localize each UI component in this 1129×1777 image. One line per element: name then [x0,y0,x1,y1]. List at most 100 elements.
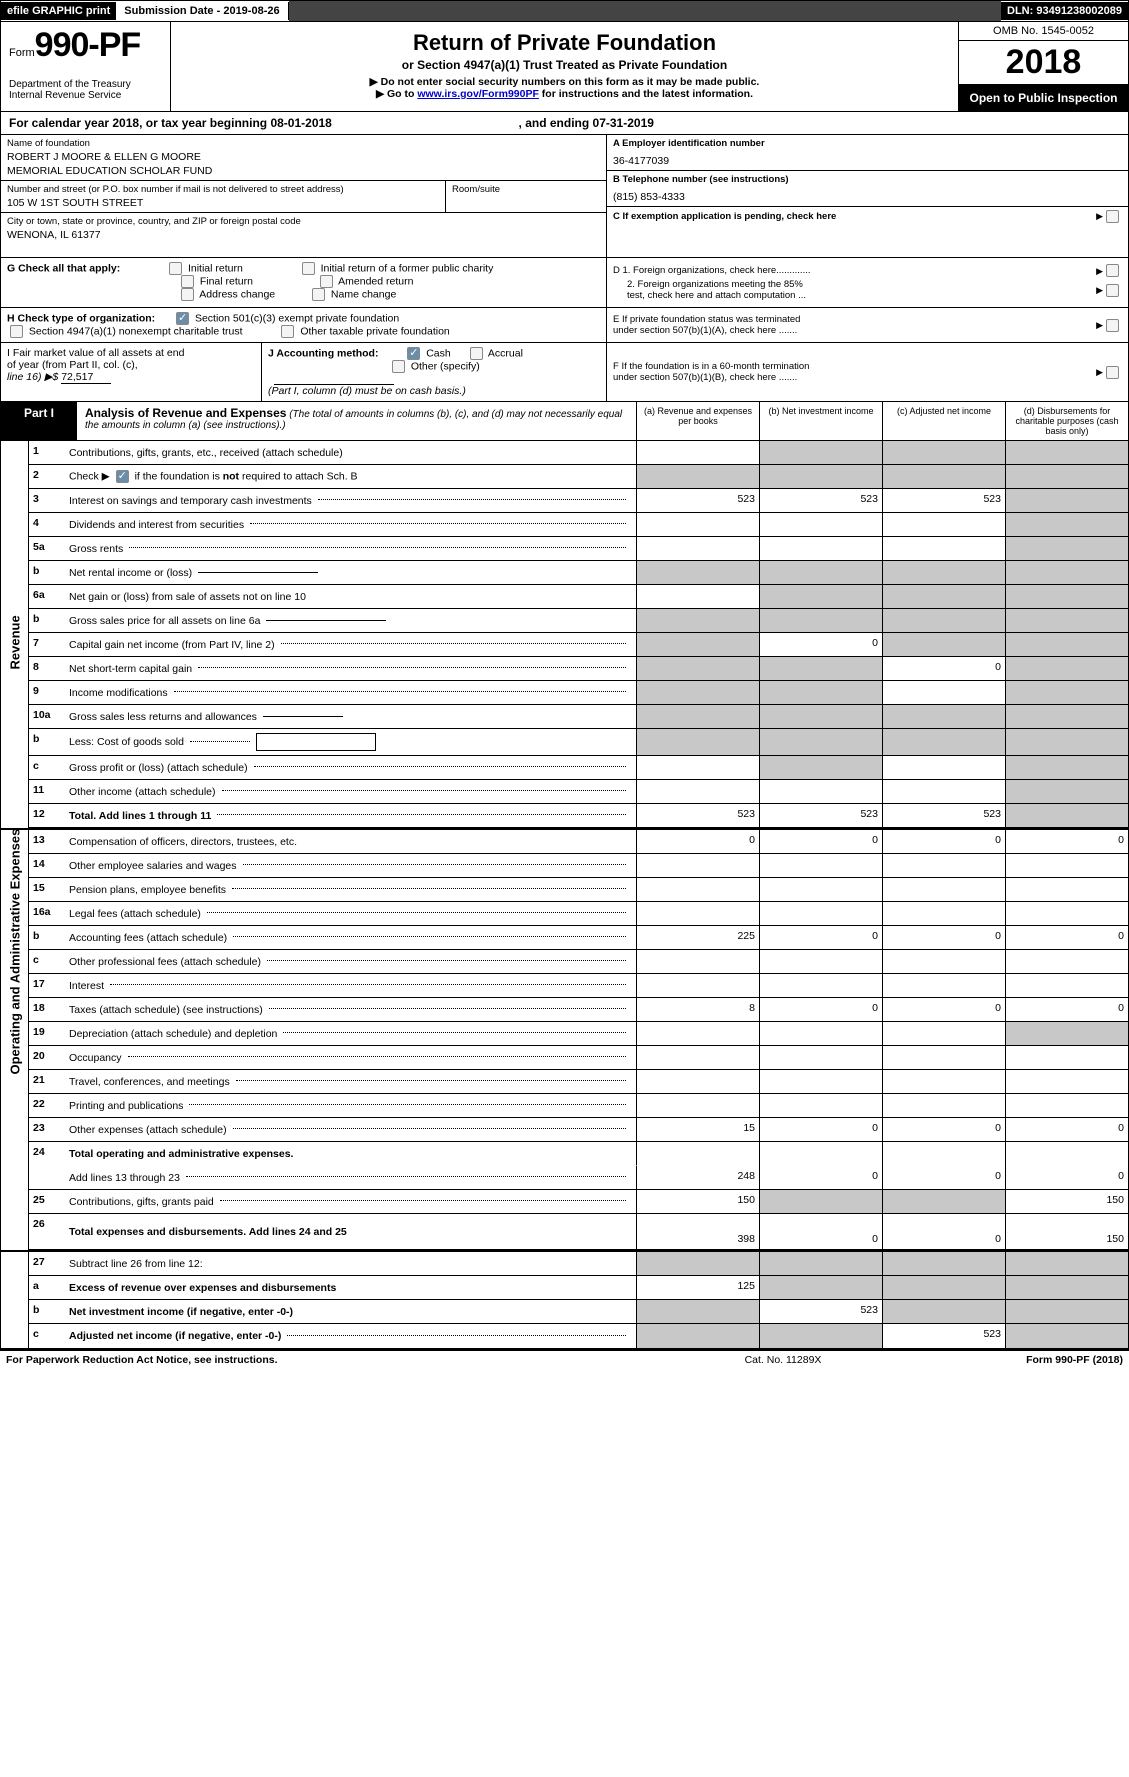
checkbox-e[interactable] [1106,319,1119,332]
section-g-row: G Check all that apply: Initial return I… [0,258,1129,308]
section-j: J Accounting method: Cash Accrual Other … [261,343,606,401]
row-25: 25Contributions, gifts, grants paid15015… [29,1190,1128,1214]
row-17: 17Interest [29,974,1128,998]
row-20: 20Occupancy [29,1046,1128,1070]
section-g: G Check all that apply: Initial return I… [1,258,606,307]
checkbox-d2[interactable] [1106,284,1119,297]
section-ij-row: I Fair market value of all assets at end… [0,343,1129,402]
row-27c: cAdjusted net income (if negative, enter… [29,1324,1128,1348]
checkbox-4947a1[interactable] [10,325,23,338]
row-4: 4Dividends and interest from securities [29,513,1128,537]
arrow-icon [1096,319,1103,331]
page-footer: For Paperwork Reduction Act Notice, see … [0,1350,1129,1369]
col-d-header: (d) Disbursements for charitable purpose… [1005,402,1128,440]
info-block: Name of foundation ROBERT J MOORE & ELLE… [0,135,1129,258]
footer-right: Form 990-PF (2018) [923,1354,1123,1366]
summary-side [1,1252,29,1348]
row-15: 15Pension plans, employee benefits [29,878,1128,902]
row-21: 21Travel, conferences, and meetings [29,1070,1128,1094]
row-26: 26Total expenses and disbursements. Add … [29,1214,1128,1250]
row-6a: 6aNet gain or (loss) from sale of assets… [29,585,1128,609]
footer-center: Cat. No. 11289X [643,1354,923,1366]
section-h-row: H Check type of organization: Section 50… [0,308,1129,343]
form-title: Return of Private Foundation [181,30,948,56]
row-23: 23Other expenses (attach schedule)15000 [29,1118,1128,1142]
row-27b: bNet investment income (if negative, ent… [29,1300,1128,1324]
row-10a: 10aGross sales less returns and allowanc… [29,705,1128,729]
row-16b: bAccounting fees (attach schedule)225000 [29,926,1128,950]
row-1: 1Contributions, gifts, grants, etc., rec… [29,441,1128,465]
submission-date: Submission Date - 2019-08-26 [116,2,288,20]
row-10b: bLess: Cost of goods sold [29,729,1128,756]
checkbox-name-change[interactable] [312,288,325,301]
header: Form990-PF Department of the Treasury In… [0,22,1129,112]
row-16a: 16aLegal fees (attach schedule) [29,902,1128,926]
checkbox-initial-former[interactable] [302,262,315,275]
info-left: Name of foundation ROBERT J MOORE & ELLE… [1,135,606,257]
calendar-year-line: For calendar year 2018, or tax year begi… [0,112,1129,135]
col-b-header: (b) Net investment income [759,402,882,440]
row-19: 19Depreciation (attach schedule) and dep… [29,1022,1128,1046]
revenue-section: Revenue 1Contributions, gifts, grants, e… [0,441,1129,828]
checkbox-other-method[interactable] [392,360,405,373]
checkbox-address-change[interactable] [181,288,194,301]
dln: DLN: 93491238002089 [1001,2,1128,20]
checkbox-amended[interactable] [320,275,333,288]
checkbox-accrual[interactable] [470,347,483,360]
checkbox-schb[interactable] [116,470,129,483]
row-27: 27Subtract line 26 from line 12: [29,1252,1128,1276]
phone-cell: B Telephone number (see instructions) (8… [607,171,1128,207]
row-22: 22Printing and publications [29,1094,1128,1118]
open-inspection: Open to Public Inspection [959,85,1128,111]
section-i: I Fair market value of all assets at end… [1,343,261,401]
row-11: 11Other income (attach schedule) [29,780,1128,804]
topbar-spacer [289,1,1001,21]
section-h: H Check type of organization: Section 50… [1,308,606,342]
room-cell: Room/suite [446,181,606,212]
row-5a: 5aGross rents [29,537,1128,561]
form-note-link: ▶ Go to www.irs.gov/Form990PF for instru… [181,88,948,100]
row-2: 2Check ▶ if the foundation is not requir… [29,465,1128,489]
row-18: 18Taxes (attach schedule) (see instructi… [29,998,1128,1022]
revenue-side-label: Revenue [1,441,29,828]
expenses-section: Operating and Administrative Expenses 13… [0,828,1129,1250]
part1-header: Part I Analysis of Revenue and Expenses … [0,402,1129,441]
row-8: 8Net short-term capital gain0 [29,657,1128,681]
checkbox-d1[interactable] [1106,264,1119,277]
summary-section: 27Subtract line 26 from line 12: aExcess… [0,1250,1129,1350]
header-center: Return of Private Foundation or Section … [171,22,958,111]
row-9: 9Income modifications [29,681,1128,705]
row-14: 14Other employee salaries and wages [29,854,1128,878]
footer-left: For Paperwork Reduction Act Notice, see … [6,1354,643,1366]
exemption-pending-cell: C If exemption application is pending, c… [607,207,1128,226]
col-c-header: (c) Adjusted net income [882,402,1005,440]
irs-link[interactable]: www.irs.gov/Form990PF [417,88,539,100]
row-10c: cGross profit or (loss) (attach schedule… [29,756,1128,780]
arrow-icon [1096,367,1103,378]
header-left: Form990-PF Department of the Treasury In… [1,22,171,111]
section-d: D 1. Foreign organizations, check here..… [606,258,1128,307]
row-16c: cOther professional fees (attach schedul… [29,950,1128,974]
ein-cell: A Employer identification number 36-4177… [607,135,1128,171]
row-6b: bGross sales price for all assets on lin… [29,609,1128,633]
checkbox-other-taxable[interactable] [281,325,294,338]
info-right: A Employer identification number 36-4177… [606,135,1128,257]
foundation-name-cell: Name of foundation ROBERT J MOORE & ELLE… [1,135,606,181]
checkbox-initial-return[interactable] [169,262,182,275]
tax-year: 2018 [959,41,1128,85]
checkbox-501c3[interactable] [176,312,189,325]
part1-title: Analysis of Revenue and Expenses (The to… [77,402,636,440]
arrow-icon [1096,265,1103,277]
checkbox-final-return[interactable] [181,275,194,288]
form-number: Form990-PF [9,26,162,65]
top-bar: efile GRAPHIC print Submission Date - 20… [0,0,1129,22]
checkbox-cash[interactable] [407,347,420,360]
form-subtitle: or Section 4947(a)(1) Trust Treated as P… [181,58,948,72]
section-f: F If the foundation is in a 60-month ter… [606,343,1128,401]
checkbox-f[interactable] [1106,366,1119,379]
efile-label: efile GRAPHIC print [1,2,116,20]
expenses-side-label: Operating and Administrative Expenses [1,830,29,1250]
checkbox-c[interactable] [1106,210,1119,223]
street-cell: Number and street (or P.O. box number if… [1,181,446,212]
row-7: 7Capital gain net income (from Part IV, … [29,633,1128,657]
